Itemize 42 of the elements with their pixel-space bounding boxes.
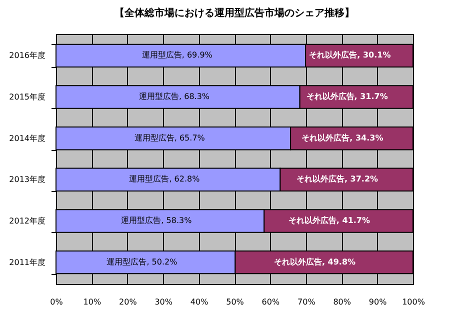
text: それ以外広告 [302,133,350,142]
series-label: それ以外広告 [309,50,358,60]
text: それ以外広告 [296,174,344,184]
x-tick-label: 100% [402,298,426,306]
data-label: , 62.8% [169,174,200,184]
data-label: , 69.9% [182,50,213,60]
data-label: , 41.7% [336,216,370,225]
y-tick-label: 2011年度 [9,258,46,267]
data-label: , 49.8% [322,257,356,266]
text: 運用型広告 [139,92,180,102]
x-tick-label: 30% [154,298,173,306]
y-tick-label: 2014年度 [9,134,46,143]
data-label: , 68.3% [179,92,210,102]
x-tick-label: 60% [262,298,280,306]
x-tick-label: 40% [190,298,209,306]
x-tick-label: 90% [368,298,388,306]
x-tick-label: 80% [333,298,352,306]
x-tick-label: 10% [83,298,102,306]
text: 運用型広告 [142,50,182,60]
data-label: , 31.7% [354,92,388,102]
data-label: , 58.3% [161,216,192,225]
data-label: , 65.7% [174,133,206,142]
x-tick-label: 20% [119,298,138,306]
data-label: , 50.2% [146,257,178,266]
y-tick-label: 2012年度 [9,216,46,226]
y-tick-label: 2015年度 [9,92,46,102]
text: 運用型広告 [121,216,162,225]
data-label: , 34.3% [350,133,384,142]
chart-title: 【全体総市場における運用型広告市場のシェア推移】 [114,7,354,19]
y-tick-label: 2016年度 [9,51,46,60]
text: それ以外広告 [288,216,336,225]
x-tick-label: 50% [226,298,244,306]
text: それ以外広告 [274,257,322,266]
x-tick-label: 70% [298,298,316,306]
text: 運用型広告 [106,257,147,266]
x-tick-label: 0% [50,298,64,306]
text: それ以外広告 [306,92,354,102]
y-tick-label: 2013年度 [9,175,46,184]
text: 運用型広告 [134,133,174,142]
data-label: , 37.2% [344,174,378,184]
data-label: , 30.1% [357,50,391,60]
series-label: 運用型広告 [129,174,170,184]
